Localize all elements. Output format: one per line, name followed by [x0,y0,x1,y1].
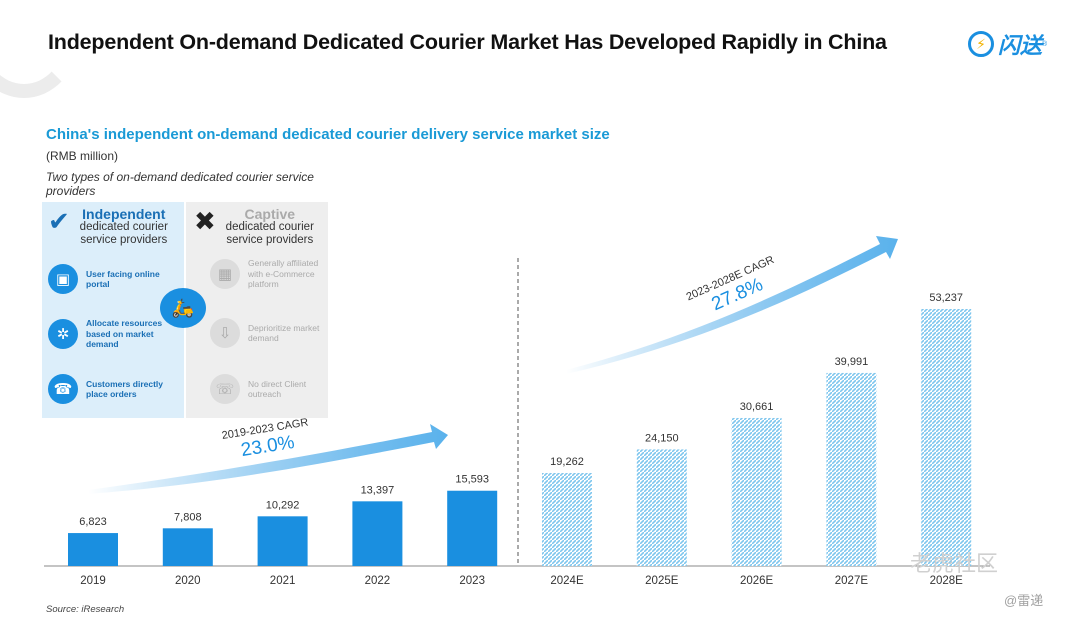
feature-text: Deprioritize market demand [248,322,320,344]
order-icon: ☎ [48,374,78,404]
bar-2021 [257,516,308,566]
independent-feature: ☎ Customers directly place orders [48,374,176,404]
value-label: 39,991 [835,356,869,368]
portal-icon: ▣ [48,264,78,294]
captive-feature: ⇩ Deprioritize market demand [210,318,328,348]
bar-2025E [636,449,687,566]
x-tick-label: 2023 [459,575,485,587]
phone-icon: ☏ [210,374,240,404]
logo-registered-mark: ® [1042,40,1048,48]
bar-2028E [921,309,972,566]
bar-2020 [162,528,213,566]
bar-2027E [826,372,877,566]
logo-text: 闪送 [998,33,1043,58]
captive-panel: ✖ Captive dedicated courier service prov… [186,202,328,418]
independent-sub: dedicated courier service providers [79,221,168,246]
check-icon: ✔ [48,206,70,236]
value-label: 19,262 [550,456,584,468]
value-label: 6,823 [79,516,107,528]
feature-text: Generally affiliated with e-Commerce pla… [248,258,319,289]
captive-sub: dedicated courier service providers [225,221,314,246]
captive-header: ✖ Captive dedicated courier service prov… [194,206,320,247]
x-tick-label: 2026E [740,575,774,587]
captive-feature: ▦ Generally affiliated with e-Commerce p… [210,258,328,290]
bar-2023 [447,490,498,566]
page-title: Independent On-demand Dedicated Courier … [48,30,887,54]
independent-header: ✔ Independent dedicated courier service … [48,206,174,247]
independent-feature: ✲ Allocate resources based on market dem… [48,318,176,350]
feature-text: User facing online portal [86,268,160,290]
watermark-handle: @雷递 [1004,593,1044,608]
watermark: 老虎社区 [910,551,999,576]
network-icon: ✲ [48,318,78,349]
x-tick-label: 2027E [835,575,869,587]
unit-label: (RMB million) [46,149,118,163]
delivery-scooter-icon: 🛵 [160,288,206,328]
cagr-arrow-historical [88,424,448,494]
x-tick-label: 2019 [80,575,106,587]
source-note: Source: iResearch [46,604,125,615]
value-label: 53,237 [929,292,963,304]
x-tick-label: 2022 [365,575,391,587]
x-tick-label: 2028E [930,575,964,587]
download-icon: ⇩ [210,318,240,348]
bar-2024E [542,473,592,566]
bar-2019 [68,533,118,566]
independent-feature: ▣ User facing online portal [48,264,176,294]
x-tick-label: 2025E [645,575,679,587]
feature-text: Customers directly place orders [86,378,163,400]
x-tick-label: 2020 [175,575,201,587]
value-label: 24,150 [645,432,679,444]
captive-feature: ☏ No direct Client outreach [210,374,328,404]
company-logo: ⚡ 闪送 ® [968,28,1047,60]
value-label: 10,292 [266,499,300,511]
independent-heading: Independent [82,206,166,222]
value-label: 30,661 [740,401,774,413]
provider-types-note: Two types of on-demand dedicated courier… [46,170,314,198]
captive-heading: Captive [244,206,296,222]
value-label: 13,397 [361,484,395,496]
value-label: 7,808 [174,511,202,523]
bar-2022 [352,501,403,566]
cross-icon: ✖ [194,206,216,236]
x-tick-label: 2024E [550,575,584,587]
lightning-icon: ⚡ [968,31,994,57]
feature-text: No direct Client outreach [248,378,307,400]
chart-subtitle: China's independent on-demand dedicated … [46,126,610,143]
value-label: 15,593 [455,474,489,486]
bar-2026E [731,417,782,566]
x-tick-label: 2021 [270,575,296,587]
feature-text: Allocate resources based on market deman… [86,318,163,349]
store-icon: ▦ [210,258,240,289]
